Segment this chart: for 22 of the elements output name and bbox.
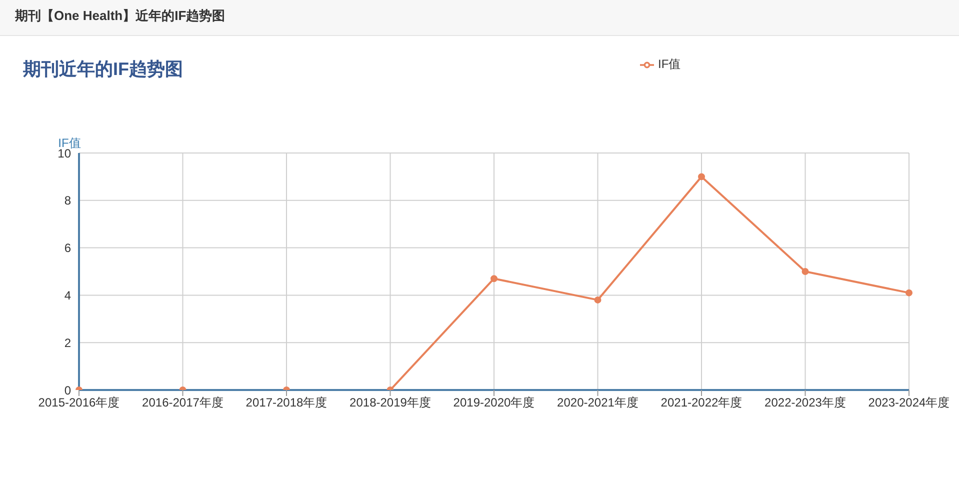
point [594,296,602,304]
x-tick-label: 2021-2022年度 [660,396,742,410]
x-tick-label: 2015-2016年度 [38,396,120,410]
y-tick-label: 8 [64,194,72,208]
y-tick-label: 2 [64,336,72,350]
x-tick-label: 2017-2018年度 [246,396,328,410]
x-tick-label: 2023-2024年度 [868,396,950,410]
x-tick-label: 2019-2020年度 [453,396,535,410]
y-tick-label: 6 [64,241,72,256]
point [698,173,705,180]
y-tick-label: 0 [64,383,72,398]
point [906,289,912,296]
x-tick-label: 2020-2021年度 [557,396,638,410]
point [490,275,498,282]
chart-subtitle: 期刊近年的IF趋势图 [23,58,183,81]
point [802,268,809,275]
y-tick-label: 4 [64,288,72,302]
x-tick-label: 2016-2017年度 [142,396,224,410]
legend-label: IF值 [658,57,681,71]
x-tick-label: 2018-2019年度 [350,396,431,410]
x-tick-label: 2022-2023年度 [764,396,846,410]
chart-title: 期刊【One Health】近年的IF趋势图 [15,7,226,25]
